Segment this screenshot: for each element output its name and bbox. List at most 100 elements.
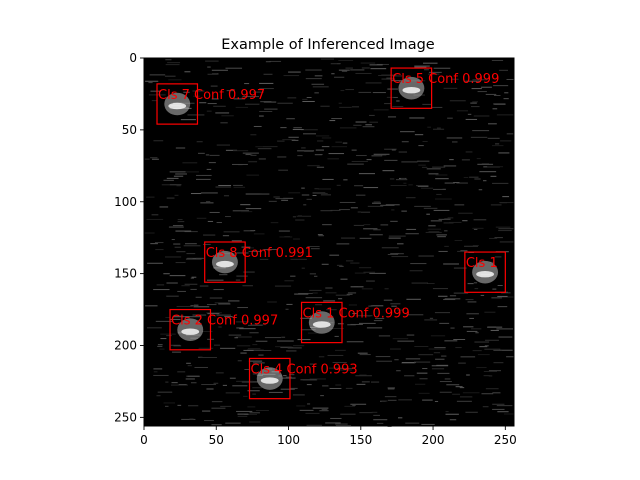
noise-streak (373, 414, 381, 416)
noise-streak (483, 180, 487, 182)
noise-streak (209, 211, 220, 213)
noise-streak (246, 153, 251, 155)
noise-streak (309, 273, 317, 275)
noise-streak (296, 215, 312, 217)
noise-streak (315, 135, 330, 137)
noise-streak (312, 292, 318, 294)
noise-streak (422, 368, 428, 370)
noise-streak (207, 73, 217, 75)
noise-streak (398, 399, 412, 401)
detection-label: Cls 4 Conf 0.993 (251, 362, 358, 377)
noise-streak (160, 333, 176, 335)
digit-stroke (402, 86, 421, 94)
x-tick-label: 100 (277, 433, 300, 447)
noise-streak (205, 60, 219, 62)
noise-streak (400, 178, 406, 180)
noise-streak (235, 321, 249, 323)
noise-streak (443, 222, 454, 224)
noise-streak (311, 83, 325, 85)
noise-streak (207, 103, 217, 105)
noise-streak (186, 362, 191, 364)
noise-streak (334, 76, 345, 78)
noise-streak (316, 192, 328, 194)
noise-streak (487, 326, 503, 328)
noise-streak (186, 253, 196, 255)
x-tick-label: 200 (422, 433, 445, 447)
noise-streak (288, 71, 301, 73)
noise-streak (244, 413, 257, 415)
noise-streak (228, 334, 242, 336)
noise-streak (390, 303, 401, 305)
noise-streak (466, 330, 478, 332)
noise-streak (385, 204, 400, 206)
noise-streak (224, 316, 233, 318)
noise-streak (301, 187, 305, 189)
noise-streak (382, 170, 395, 172)
noise-streak (171, 239, 175, 241)
noise-streak (216, 314, 231, 316)
noise-streak (434, 347, 446, 349)
noise-streak (503, 98, 509, 100)
noise-streak (466, 313, 479, 315)
noise-streak (259, 82, 274, 84)
digit-stroke (476, 270, 494, 278)
noise-streak (367, 205, 384, 207)
noise-streak (306, 198, 312, 200)
noise-streak (492, 108, 498, 110)
noise-streak (442, 188, 446, 190)
noise-streak (331, 118, 342, 120)
noise-streak (259, 258, 269, 260)
noise-streak (201, 384, 217, 386)
x-tick-label: 50 (209, 433, 224, 447)
noise-streak (248, 161, 258, 163)
noise-streak (190, 277, 194, 279)
noise-streak (226, 90, 234, 92)
noise-streak (301, 194, 310, 196)
y-tick-label: 200 (114, 339, 137, 353)
noise-streak (434, 198, 452, 200)
detection-box (300, 301, 343, 344)
noise-streak (155, 249, 164, 251)
noise-streak (322, 224, 332, 226)
noise-streak (418, 145, 424, 147)
noise-streak (487, 137, 500, 139)
noise-streak (268, 200, 277, 202)
noise-streak (191, 276, 197, 278)
noise-streak (346, 260, 354, 262)
noise-streak (173, 316, 190, 318)
noise-streak (154, 242, 164, 244)
noise-streak (465, 118, 478, 120)
noise-streak (447, 217, 454, 219)
noise-streak (231, 163, 248, 165)
noise-streak (246, 174, 260, 176)
noise-streak (206, 279, 224, 281)
noise-streak (485, 339, 499, 341)
noise-streak (159, 206, 169, 208)
noise-streak (148, 82, 153, 84)
noise-streak (499, 241, 514, 243)
noise-streak (355, 121, 367, 123)
noise-streak (181, 418, 196, 420)
noise-streak (216, 144, 230, 146)
noise-streak (437, 372, 450, 374)
noise-streak (243, 395, 248, 397)
noise-streak (369, 121, 378, 123)
noise-streak (172, 315, 184, 317)
noise-streak (481, 163, 489, 165)
noise-streak (405, 197, 416, 199)
noise-streak (350, 207, 358, 209)
noise-streak (446, 384, 460, 386)
noise-streak (253, 233, 265, 235)
noise-streak (189, 418, 194, 420)
y-tick-label: 100 (114, 195, 137, 209)
noise-streak (303, 204, 307, 206)
noise-streak (329, 387, 342, 389)
noise-streak (414, 134, 424, 136)
noise-streak (384, 159, 398, 161)
noise-streak (243, 349, 254, 351)
noise-streak (294, 293, 309, 295)
noise-streak (445, 411, 449, 413)
noise-streak (381, 154, 387, 156)
noise-streak (351, 160, 368, 162)
noise-streak (369, 272, 386, 274)
